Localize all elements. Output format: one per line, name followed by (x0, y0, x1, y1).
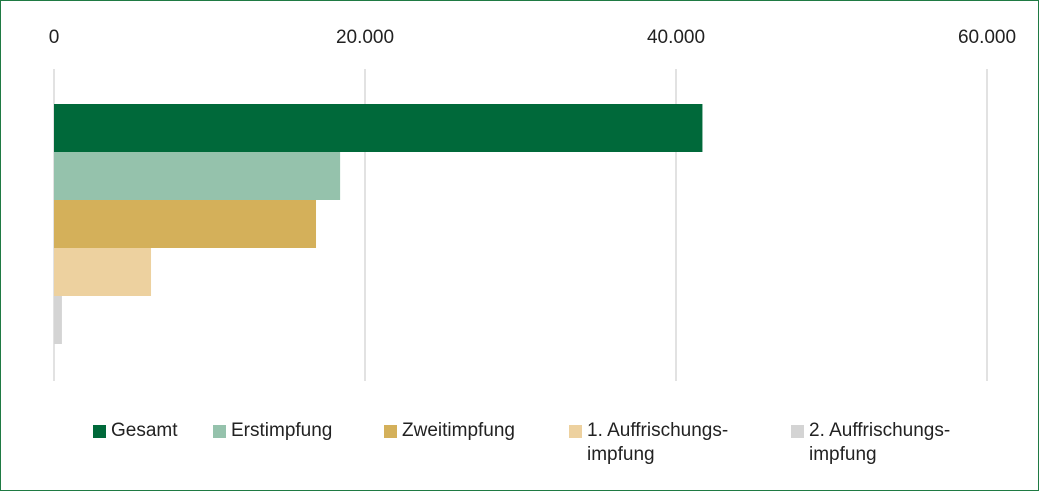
legend-swatch (93, 425, 106, 438)
legend-label: Gesamt (111, 420, 178, 441)
legend-label: Zweitimpfung (402, 420, 515, 441)
x-tick-label: 0 (49, 27, 60, 48)
legend-swatch (791, 425, 804, 438)
bar (54, 248, 152, 296)
x-tick-label: 60.000 (958, 27, 1016, 48)
legend-swatch (569, 425, 582, 438)
bar (54, 296, 62, 344)
legend-label: Erstimpfung (231, 420, 333, 441)
x-tick-label: 20.000 (336, 27, 394, 48)
bar (54, 152, 341, 200)
legend-swatch (384, 425, 397, 438)
bar (54, 200, 317, 248)
legend-label: 1. Auffrischungs- impfung (587, 420, 729, 465)
x-tick-label: 40.000 (647, 27, 705, 48)
legend-swatch (213, 425, 226, 438)
bar (54, 104, 703, 152)
legend-label: 2. Auffrischungs- impfung (809, 420, 951, 465)
